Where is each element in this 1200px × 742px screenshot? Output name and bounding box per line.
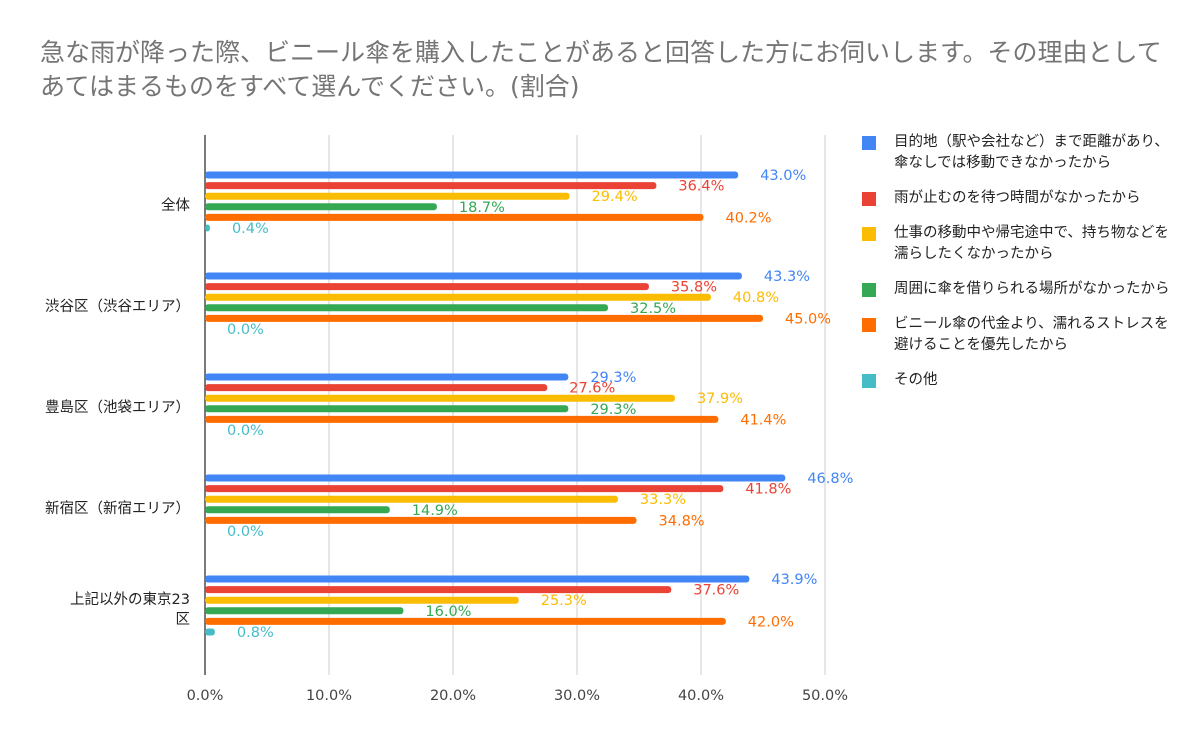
data-label: 0.0% (227, 524, 264, 540)
data-label: 45.0% (785, 311, 831, 327)
data-label: 40.8% (733, 290, 779, 306)
data-label: 36.4% (678, 179, 724, 195)
legend-swatch (862, 136, 876, 150)
x-tick-label: 40.0% (678, 688, 724, 704)
data-label: 37.6% (693, 583, 739, 599)
bar-3 (205, 607, 404, 615)
legend-item: 目的地（駅や会社など）まで距離があり、傘なしでは移動できなかったから (862, 132, 1172, 174)
data-label: 43.3% (764, 269, 810, 285)
bar-0 (205, 171, 739, 179)
bar-0 (205, 575, 750, 583)
legend-swatch (862, 227, 876, 241)
bar-3 (205, 304, 608, 312)
bar-4 (205, 516, 637, 524)
bar-0 (205, 272, 742, 280)
data-label: 33.3% (640, 492, 686, 508)
data-label: 37.9% (697, 391, 743, 407)
legend-label: 仕事の移動中や帰宅途中で、持ち物などを濡らしたくなかったから (894, 225, 1169, 262)
data-label: 0.0% (227, 322, 264, 338)
category-label: 豊島区（池袋エリア） (45, 399, 190, 416)
data-label: 14.9% (412, 503, 458, 519)
data-label: 43.0% (760, 168, 806, 184)
legend-swatch (862, 374, 876, 388)
legend-swatch (862, 192, 876, 206)
x-tick-label: 20.0% (430, 688, 476, 704)
data-label: 32.5% (630, 301, 676, 317)
legend-swatch (862, 318, 876, 332)
data-label: 43.9% (771, 572, 817, 588)
bar-1 (205, 586, 672, 594)
data-label: 29.3% (590, 370, 636, 386)
data-label: 34.8% (659, 513, 705, 529)
bar-1 (205, 182, 657, 190)
category-label: 渋谷区（渋谷エリア） (45, 298, 190, 315)
data-label: 0.8% (237, 625, 274, 641)
bar-0 (205, 474, 786, 482)
bar-4 (205, 213, 704, 221)
bar-2 (205, 293, 711, 301)
bar-1 (205, 485, 724, 493)
bar-4 (205, 617, 726, 625)
bar-0 (205, 373, 569, 381)
data-label: 25.3% (541, 593, 587, 609)
bar-2 (205, 192, 570, 200)
bar-5 (205, 224, 210, 232)
bar-5 (205, 628, 215, 636)
legend-swatch (862, 283, 876, 297)
legend-item: 周囲に傘を借りられる場所がなかったから (862, 279, 1172, 300)
bar-3 (205, 506, 390, 514)
legend-item: 仕事の移動中や帰宅途中で、持ち物などを濡らしたくなかったから (862, 223, 1172, 265)
data-label: 16.0% (425, 604, 471, 620)
data-label: 29.4% (592, 189, 638, 205)
legend-label: ビニール傘の代金より、濡れるストレスを避けることを優先したから (894, 316, 1169, 353)
bar-3 (205, 405, 569, 413)
data-label: 42.0% (748, 614, 794, 630)
data-label: 35.8% (671, 280, 717, 296)
bar-4 (205, 314, 763, 322)
bar-2 (205, 596, 519, 604)
bar-4 (205, 415, 719, 423)
data-label: 41.4% (740, 412, 786, 428)
legend-label: 雨が止むのを待つ時間がなかったから (894, 190, 1141, 206)
data-label: 0.4% (232, 221, 269, 237)
data-label: 46.8% (807, 471, 853, 487)
category-label: 区 (176, 612, 191, 628)
legend: 目的地（駅や会社など）まで距離があり、傘なしでは移動できなかったから雨が止むのを… (862, 132, 1172, 405)
category-label: 上記以外の東京23 (70, 591, 190, 608)
legend-label: 周囲に傘を借りられる場所がなかったから (894, 281, 1170, 297)
bar-1 (205, 384, 548, 392)
data-label: 27.6% (569, 381, 615, 397)
legend-item: その他 (862, 370, 1172, 391)
x-tick-label: 30.0% (554, 688, 600, 704)
legend-label: 目的地（駅や会社など）まで距離があり、傘なしでは移動できなかったから (894, 134, 1169, 171)
x-tick-label: 50.0% (802, 688, 848, 704)
x-tick-label: 10.0% (306, 688, 352, 704)
chart-title: 急な雨が降った際、ビニール傘を購入したことがあると回答した方にお伺いします。その… (40, 38, 1162, 101)
data-label: 41.8% (745, 482, 791, 498)
data-label: 29.3% (590, 402, 636, 418)
data-label: 0.0% (227, 423, 264, 439)
x-tick-label: 0.0% (187, 688, 224, 704)
bar-2 (205, 394, 675, 402)
bar-2 (205, 495, 618, 503)
category-label: 全体 (161, 196, 190, 214)
data-label: 40.2% (725, 210, 771, 226)
bar-1 (205, 283, 649, 291)
legend-item: 雨が止むのを待つ時間がなかったから (862, 188, 1172, 209)
legend-label: その他 (894, 372, 938, 388)
bar-3 (205, 203, 437, 211)
category-label: 新宿区（新宿エリア） (45, 500, 190, 517)
legend-item: ビニール傘の代金より、濡れるストレスを避けることを優先したから (862, 314, 1172, 356)
data-label: 18.7% (459, 200, 505, 216)
